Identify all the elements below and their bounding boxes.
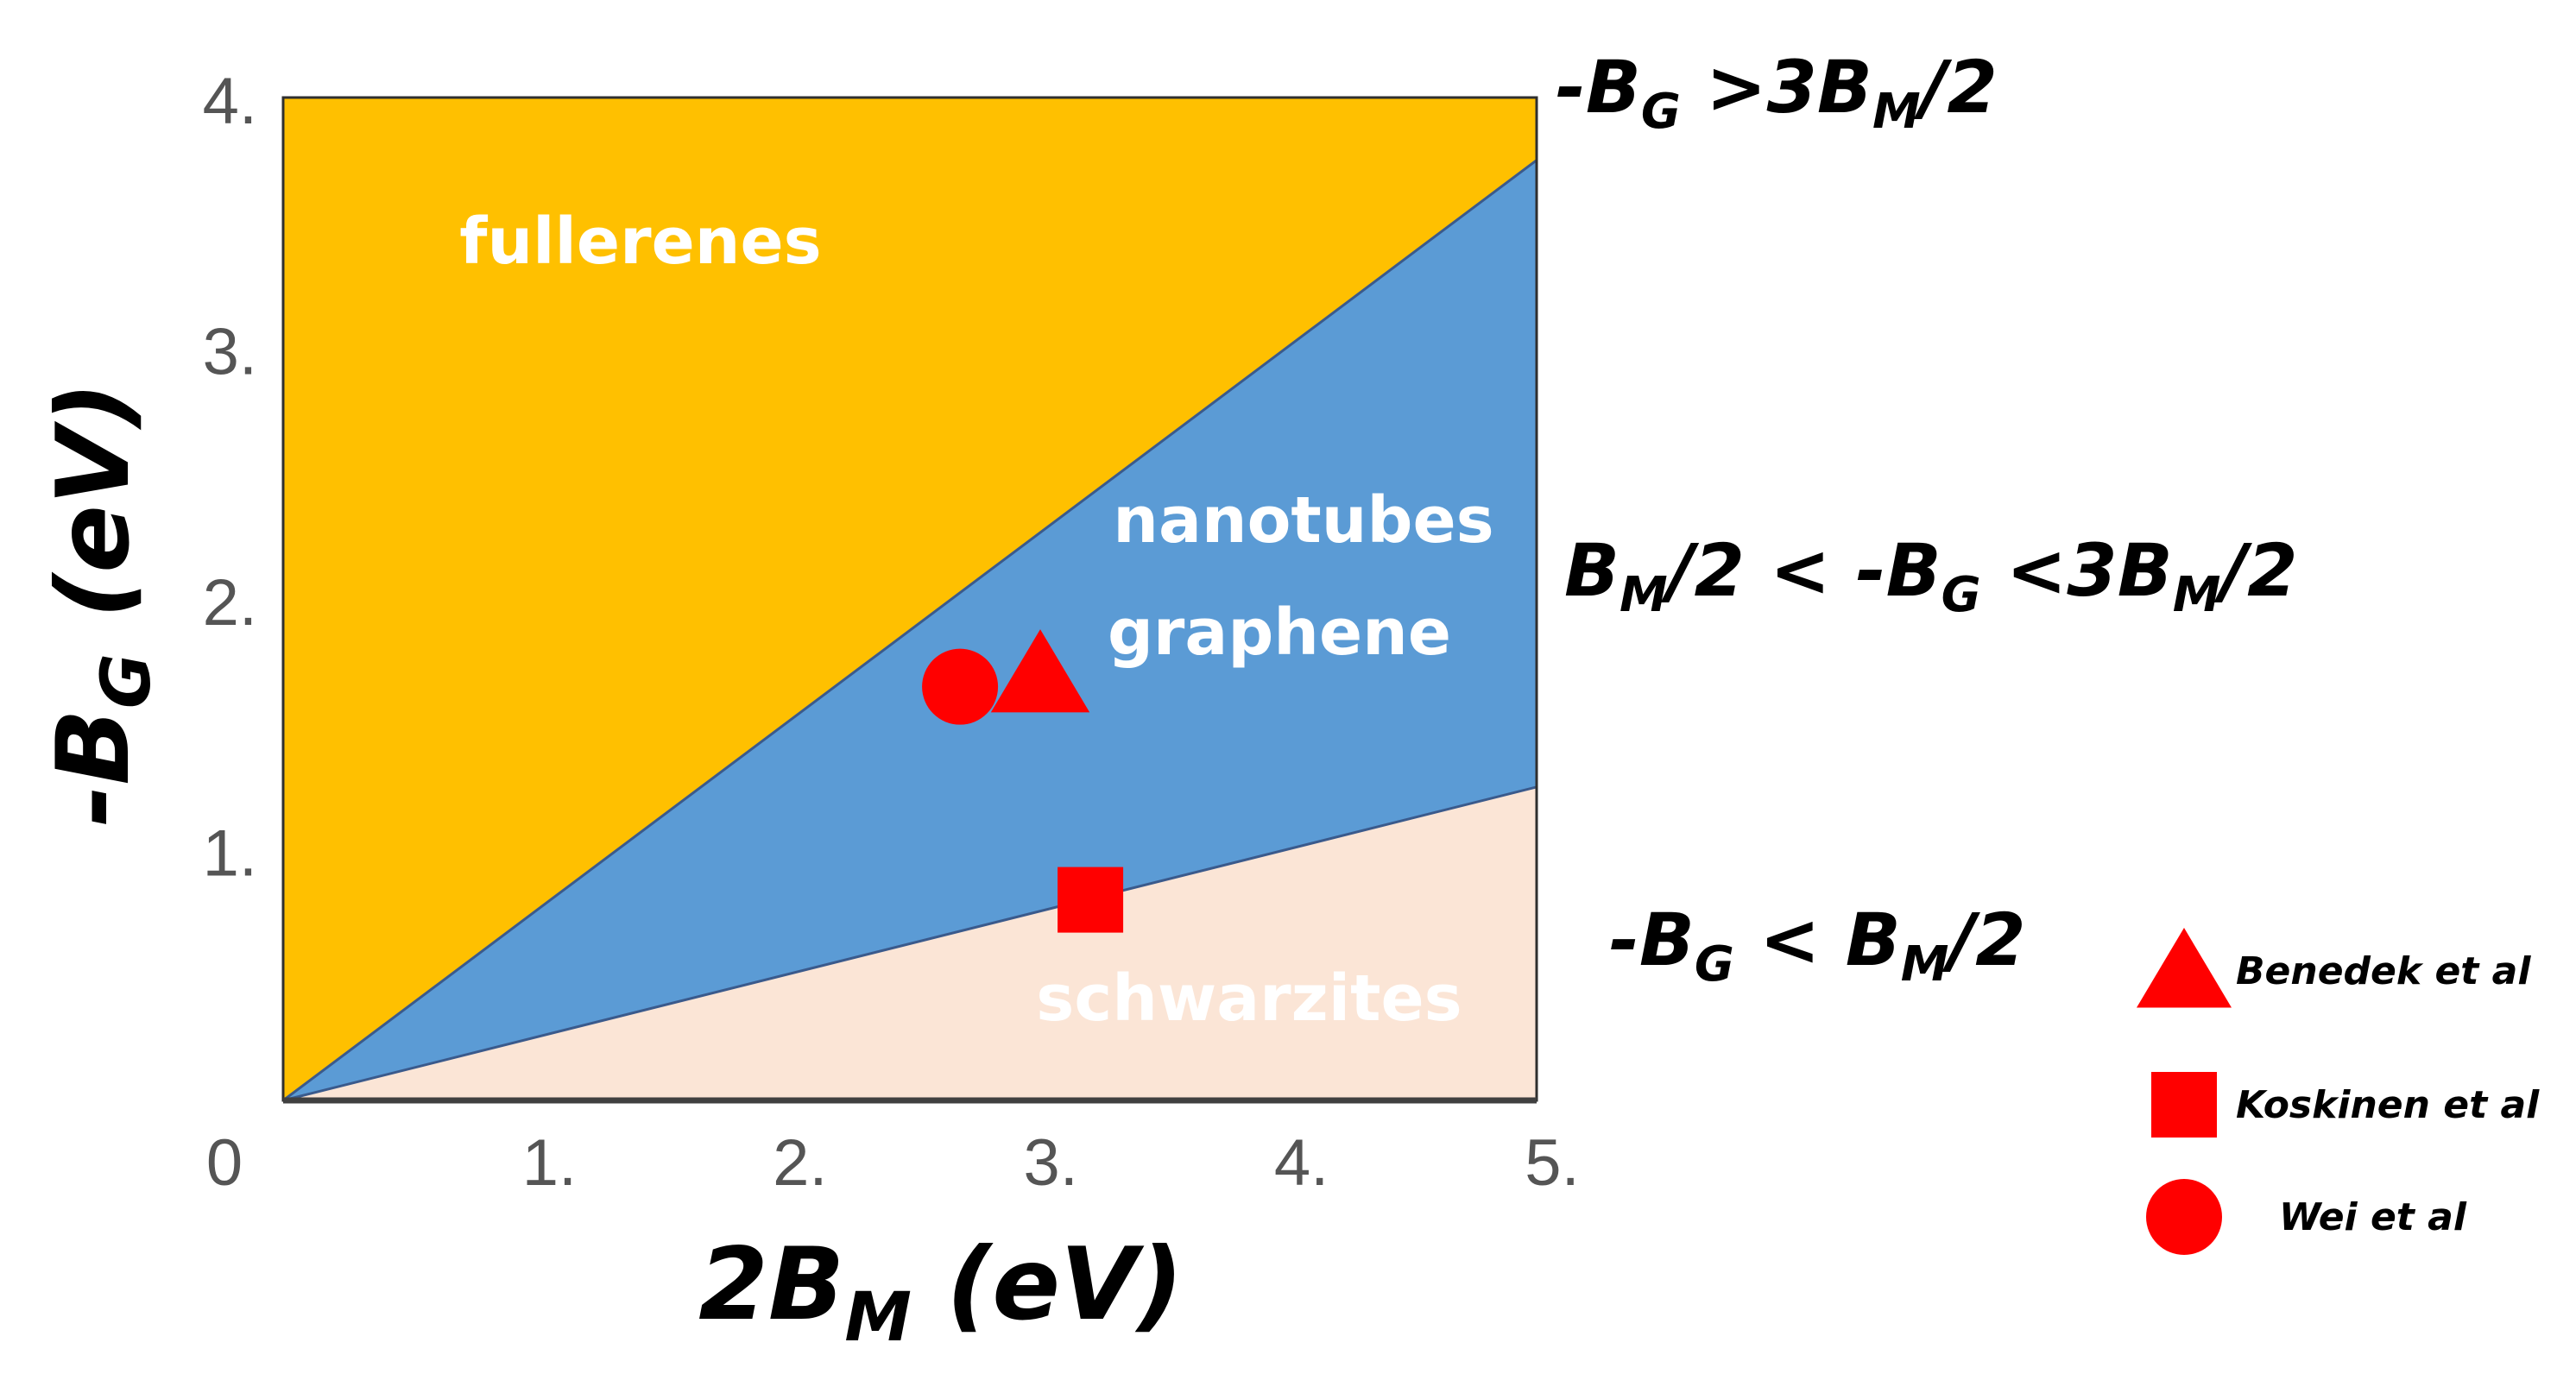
axes-layer: 0 1. 2. 3. 4. 5. 1. 2. 3. 4.	[203, 65, 1580, 1200]
y-tick-label: 4.	[203, 65, 257, 138]
inequality-label-fullerenes: -BG >3BM/2	[1556, 45, 1998, 140]
subscript: G	[1695, 936, 1734, 993]
text-part: 2B	[698, 1226, 844, 1343]
subscript: M	[1619, 567, 1668, 623]
axis-titles-layer: 2BM (eV)-BG (eV)	[35, 381, 1184, 1357]
legend-marker-square	[2151, 1072, 2217, 1138]
legend-label: Wei et al	[2279, 1195, 2467, 1239]
region-label-fullerenes: fullerenes	[459, 205, 821, 279]
legend: Benedek et al Koskinen et al Wei et al	[2137, 928, 2540, 1255]
inequality-labels-layer: -BG >3BM/2BM/2 < -BG <3BM/2-BG < BM/2	[1556, 45, 2298, 993]
boundaries-layer	[282, 159, 1537, 1102]
legend-entry: Benedek et al	[2137, 928, 2531, 1008]
legend-entry: Wei et al	[2146, 1179, 2467, 1255]
inequality-label-nanotubes-graphene: BM/2 < -BG <3BM/2	[1564, 528, 2298, 623]
region-label-graphene: graphene	[1108, 596, 1451, 670]
subscript: M	[1901, 936, 1949, 993]
legend-marker-circle	[2146, 1179, 2222, 1255]
x-tick-label: 3.	[1024, 1126, 1078, 1200]
text-part: <3B	[1981, 528, 2173, 613]
text-part: /2 < -B	[1660, 528, 1941, 613]
region-labels-layer: fullerenes nanotubes graphene schwarzites	[459, 205, 1493, 1036]
y-tick-label: 3.	[203, 316, 257, 389]
text-part: -B	[1609, 898, 1695, 982]
data-point-circle	[922, 648, 999, 725]
text-part: >3B	[1681, 45, 1872, 129]
text-part: (eV)	[912, 1226, 1184, 1343]
legend-entry: Koskinen et al	[2151, 1072, 2540, 1138]
legend-label: Benedek et al	[2236, 949, 2531, 993]
boundary-line-lower	[282, 785, 1537, 1102]
region-label-schwarzites: schwarzites	[1036, 961, 1462, 1036]
y-tick-label: 1.	[203, 817, 257, 891]
text-part: -B	[35, 709, 152, 827]
text-part: /2	[2213, 528, 2297, 613]
inequality-label-schwarzites: -BG < BM/2	[1609, 898, 2026, 993]
data-point-square	[1058, 867, 1124, 933]
subscript: M	[844, 1279, 912, 1357]
x-tick-label: 4.	[1274, 1126, 1329, 1200]
x-axis-title: 2BM (eV)	[698, 1226, 1184, 1357]
boundary-line-upper	[282, 159, 1537, 1102]
data-points-layer	[922, 629, 1124, 933]
region-fullerenes	[283, 98, 1537, 1100]
subscript: G	[1641, 84, 1681, 140]
y-tick-label: 2.	[203, 566, 257, 640]
x-tick-label: 0	[206, 1126, 243, 1200]
text-part: /2	[1941, 898, 2026, 982]
text-part: /2	[1913, 45, 1998, 129]
region-label-nanotubes: nanotubes	[1113, 483, 1493, 558]
legend-label: Koskinen et al	[2236, 1083, 2540, 1127]
text-part: B	[1564, 528, 1619, 613]
subscript: M	[2173, 567, 2221, 623]
x-tick-label: 1.	[522, 1126, 577, 1200]
subscript: G	[1941, 567, 1981, 623]
text-part: -B	[1556, 45, 1641, 129]
subscript: G	[88, 653, 166, 709]
legend-marker-triangle	[2137, 928, 2232, 1008]
text-part: < B	[1734, 898, 1901, 982]
subscript: M	[1872, 84, 1921, 140]
x-tick-label: 2.	[773, 1126, 827, 1200]
x-tick-label: 5.	[1525, 1126, 1579, 1200]
y-axis-title: -BG (eV)	[35, 381, 166, 826]
data-point-triangle	[990, 629, 1090, 713]
text-part: (eV)	[35, 381, 152, 653]
